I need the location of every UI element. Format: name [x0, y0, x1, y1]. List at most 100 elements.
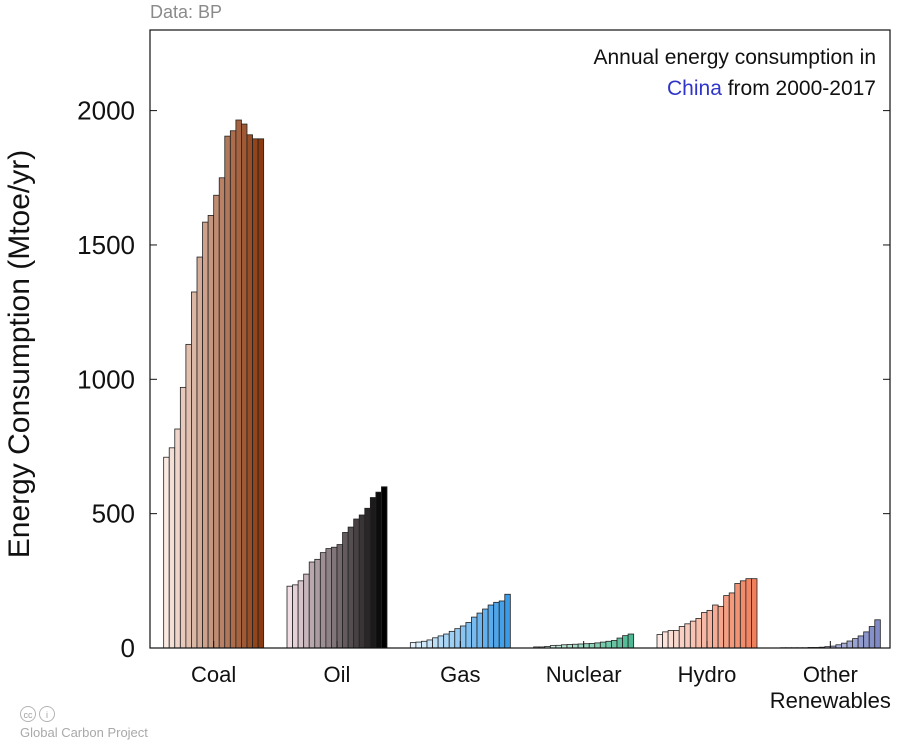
plot-frame [149, 29, 891, 649]
bar-oil-2014 [364, 507, 371, 649]
bar-coal-2004 [185, 343, 192, 649]
attribution-icon: i [39, 706, 55, 722]
bar-hydro-2000 [656, 634, 663, 649]
bar-nuclear-2017 [627, 633, 635, 649]
bar-oil-2012 [353, 518, 360, 649]
x-tick-label-other-renewables: Other Renewables [769, 662, 891, 713]
bar-coal-2007 [202, 221, 209, 649]
bar-coal-2016 [252, 138, 259, 649]
bar-gas-2017 [504, 593, 511, 649]
bar-oil-2001 [292, 584, 299, 649]
x-tick-label-nuclear: Nuclear [545, 662, 622, 687]
bar-coal-2014 [241, 123, 248, 649]
bar-hydro-2007 [695, 618, 702, 649]
bar-oil-2011 [347, 526, 355, 649]
x-tick-label-coal: Coal [191, 662, 237, 687]
bar-oil-2004 [308, 561, 316, 649]
bar-nuclear-2015 [616, 637, 623, 649]
y-tick-label-2000: 2000 [77, 96, 135, 126]
data-source-note: Data: BP [150, 2, 223, 22]
x-tick-label-gas: Gas [440, 662, 481, 687]
bar-gas-2001 [415, 641, 422, 649]
bar-gas-2002 [421, 640, 428, 649]
bar-oil-2016 [375, 491, 382, 649]
bar-nuclear-2013 [605, 640, 612, 649]
bar-hydro-2009 [706, 609, 713, 649]
chart-title: Annual energy consumption in China from … [593, 42, 876, 104]
bar-hydro-2010 [712, 604, 719, 649]
y-tick-label-1000: 1000 [77, 364, 135, 394]
bar-oil-2002 [297, 580, 305, 649]
bar-coal-2013 [235, 119, 242, 649]
bar-oil-2008 [331, 546, 338, 649]
bar-gas-2016 [498, 600, 506, 649]
bar-oil-2000 [286, 585, 293, 649]
bar-oil-2007 [325, 548, 332, 649]
bar-hydro-2013 [728, 592, 736, 649]
bar-oil-2006 [319, 552, 327, 649]
bar-gas-2000 [409, 642, 417, 649]
bar-coal-2017 [257, 138, 265, 649]
bar-oil-2003 [303, 573, 310, 649]
chart-title-country: China [667, 77, 722, 100]
bar-gas-2007 [448, 630, 456, 649]
bar-hydro-2004 [678, 626, 686, 649]
bar-gas-2014 [487, 604, 495, 649]
bar-hydro-2012 [723, 595, 730, 649]
chart-title-line2: China from 2000-2017 [593, 73, 876, 104]
bar-gas-2006 [443, 633, 450, 649]
bar-hydro-2011 [717, 605, 725, 649]
bar-coal-2015 [246, 134, 253, 649]
bar-other-renewables-2012 [846, 640, 853, 649]
bar-nuclear-2008 [577, 643, 585, 649]
bar-nuclear-2012 [599, 641, 607, 649]
bar-coal-2001 [168, 447, 176, 649]
y-tick-label-1500: 1500 [77, 230, 135, 260]
bar-gas-2003 [426, 639, 433, 649]
bar-coal-2003 [179, 386, 187, 649]
bar-other-renewables-2013 [852, 638, 859, 649]
bar-other-renewables-2011 [841, 642, 848, 649]
bar-hydro-2003 [673, 630, 680, 649]
bar-hydro-2016 [745, 578, 752, 649]
y-axis-label: Energy Consumption (Mtoe/yr) [3, 149, 36, 559]
bar-other-renewables-2017 [874, 619, 881, 649]
bar-other-renewables-2014 [857, 635, 865, 649]
bar-coal-2012 [229, 130, 237, 649]
bar-hydro-2005 [684, 623, 691, 649]
bar-gas-2009 [459, 625, 467, 649]
bar-other-renewables-2016 [868, 626, 876, 649]
bar-gas-2004 [432, 637, 439, 649]
attribution-text: Global Carbon Project [20, 725, 148, 740]
bar-hydro-2006 [689, 620, 697, 649]
bar-gas-2015 [493, 601, 500, 649]
bar-oil-2013 [358, 514, 366, 649]
bar-nuclear-2010 [588, 643, 596, 649]
bar-hydro-2017 [751, 578, 758, 649]
bar-nuclear-2009 [583, 643, 590, 649]
bar-oil-2010 [342, 532, 349, 649]
bar-nuclear-2014 [611, 640, 618, 649]
bar-hydro-2015 [739, 580, 747, 649]
bar-coal-2000 [163, 456, 170, 649]
bar-coal-2006 [196, 256, 203, 649]
bar-coal-2005 [191, 291, 198, 649]
x-tick-label-oil: Oil [323, 662, 351, 687]
bar-coal-2010 [218, 177, 226, 649]
bar-hydro-2008 [701, 612, 708, 649]
bar-hydro-2002 [667, 630, 675, 649]
bar-coal-2002 [174, 428, 181, 649]
y-tick-label-500: 500 [92, 499, 135, 529]
bar-gas-2005 [437, 635, 445, 649]
bar-other-renewables-2015 [863, 631, 870, 649]
bar-coal-2009 [213, 194, 220, 649]
bar-gas-2011 [471, 616, 478, 649]
y-tick-label-0: 0 [121, 633, 135, 663]
bar-oil-2017 [381, 486, 388, 649]
bar-coal-2011 [224, 135, 231, 649]
bar-gas-2012 [476, 612, 483, 649]
bar-gas-2013 [482, 608, 489, 649]
bar-nuclear-2016 [622, 635, 629, 649]
chart-title-years: from 2000-2017 [721, 77, 876, 100]
